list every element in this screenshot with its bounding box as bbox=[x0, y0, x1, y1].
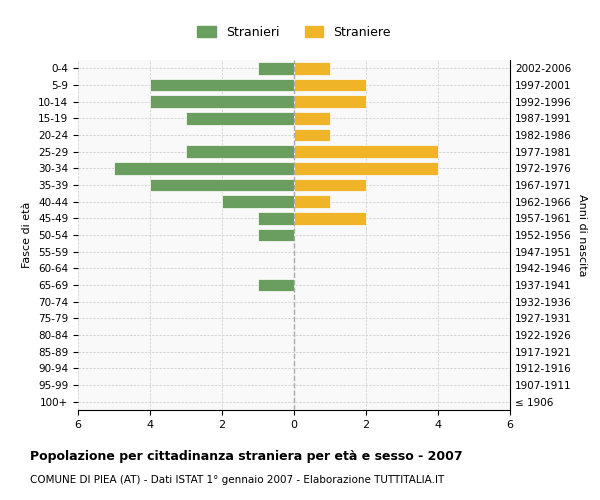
Bar bbox=[294, 128, 330, 141]
Bar bbox=[258, 279, 294, 291]
Y-axis label: Anni di nascita: Anni di nascita bbox=[577, 194, 587, 276]
Bar bbox=[258, 229, 294, 241]
Bar bbox=[222, 196, 294, 208]
Bar bbox=[294, 62, 330, 74]
Bar bbox=[150, 179, 294, 191]
Bar bbox=[294, 162, 438, 174]
Bar bbox=[294, 179, 366, 191]
Legend: Stranieri, Straniere: Stranieri, Straniere bbox=[192, 20, 396, 44]
Bar bbox=[294, 78, 366, 91]
Bar bbox=[294, 96, 366, 108]
Bar bbox=[114, 162, 294, 174]
Text: Popolazione per cittadinanza straniera per età e sesso - 2007: Popolazione per cittadinanza straniera p… bbox=[30, 450, 463, 463]
Bar bbox=[186, 146, 294, 158]
Bar bbox=[258, 62, 294, 74]
Bar bbox=[294, 196, 330, 208]
Bar bbox=[150, 96, 294, 108]
Bar bbox=[294, 212, 366, 224]
Bar bbox=[150, 78, 294, 91]
Bar bbox=[294, 112, 330, 124]
Text: COMUNE DI PIEA (AT) - Dati ISTAT 1° gennaio 2007 - Elaborazione TUTTITALIA.IT: COMUNE DI PIEA (AT) - Dati ISTAT 1° genn… bbox=[30, 475, 444, 485]
Bar bbox=[186, 112, 294, 124]
Bar bbox=[258, 212, 294, 224]
Y-axis label: Fasce di età: Fasce di età bbox=[22, 202, 32, 268]
Bar bbox=[294, 146, 438, 158]
